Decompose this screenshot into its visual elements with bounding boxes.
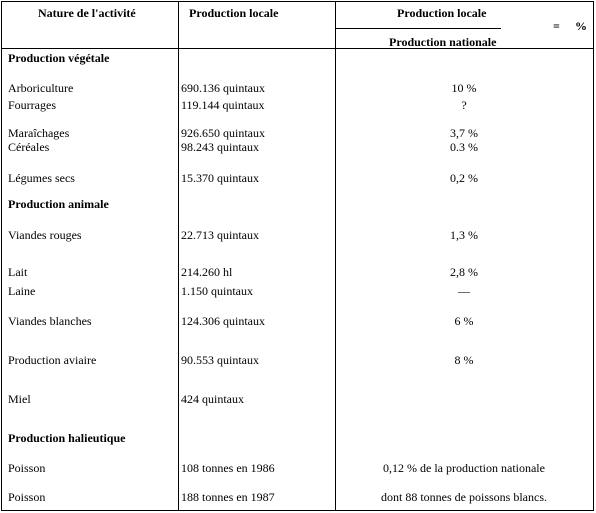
- row-production: 124.306 quintaux: [181, 314, 265, 328]
- row-ratio: 6 %: [454, 314, 474, 328]
- header-local-production: Production locale: [189, 6, 279, 20]
- header-ratio-denominator: Production nationale: [389, 35, 497, 49]
- row-ratio: ?: [461, 98, 467, 112]
- row-production: 188 tonnes en 1987: [181, 490, 275, 504]
- row-ratio: 0,12 % de la production nationale: [383, 461, 545, 475]
- header-activity: Nature de l'activité: [38, 6, 136, 20]
- row-activity: Légumes secs: [8, 171, 75, 185]
- row-ratio: 0.3 %: [450, 140, 478, 154]
- header-ratio-equals: =: [553, 19, 560, 33]
- row-activity: Lait: [8, 265, 28, 279]
- row-ratio: 8 %: [454, 353, 474, 367]
- row-production: 22.713 quintaux: [181, 228, 259, 242]
- section-title-vegetale: Production végétale: [8, 51, 110, 65]
- section-title-animale: Production animale: [8, 197, 109, 211]
- row-activity: Production aviaire: [8, 353, 97, 367]
- row-production: 1.150 quintaux: [181, 284, 253, 298]
- row-production: 15.370 quintaux: [181, 171, 259, 185]
- row-activity: Viandes blanches: [8, 314, 92, 328]
- row-activity: Poisson: [8, 490, 46, 504]
- row-production: 690.136 quintaux: [181, 81, 265, 95]
- row-production: 119.144 quintaux: [181, 98, 265, 112]
- row-production: 108 tonnes en 1986: [181, 461, 275, 475]
- row-activity: Laine: [8, 284, 36, 298]
- row-activity: Céréales: [8, 140, 50, 154]
- row-production: 90.553 quintaux: [181, 353, 259, 367]
- row-activity: Maraîchages: [8, 126, 70, 140]
- row-production: 214.260 hl: [181, 265, 233, 279]
- row-ratio: 0,2 %: [450, 171, 478, 185]
- row-activity: Arboriculture: [8, 81, 74, 95]
- header-divider: [2, 48, 593, 49]
- row-production: 98.243 quintaux: [181, 140, 259, 154]
- row-production: 424 quintaux: [181, 392, 244, 406]
- header-ratio-percent: %: [575, 19, 587, 33]
- row-ratio: 2,8 %: [450, 265, 478, 279]
- row-ratio: 3,7 %: [450, 126, 478, 140]
- row-activity: Miel: [8, 392, 31, 406]
- fraction-bar: [335, 28, 501, 29]
- row-ratio: dont 88 tonnes de poissons blancs.: [381, 490, 547, 504]
- column-divider: [178, 2, 179, 510]
- row-activity: Fourrages: [8, 98, 56, 112]
- column-divider: [335, 2, 336, 510]
- row-ratio: 10 %: [451, 81, 477, 95]
- row-ratio: 1,3 %: [450, 228, 478, 242]
- row-activity: Viandes rouges: [8, 228, 82, 242]
- row-production: 926.650 quintaux: [181, 126, 265, 140]
- header-ratio-numerator: Production locale: [397, 6, 487, 20]
- row-ratio: —: [458, 284, 470, 298]
- section-title-halieutique: Production halieutique: [8, 431, 126, 445]
- row-activity: Poisson: [8, 461, 46, 475]
